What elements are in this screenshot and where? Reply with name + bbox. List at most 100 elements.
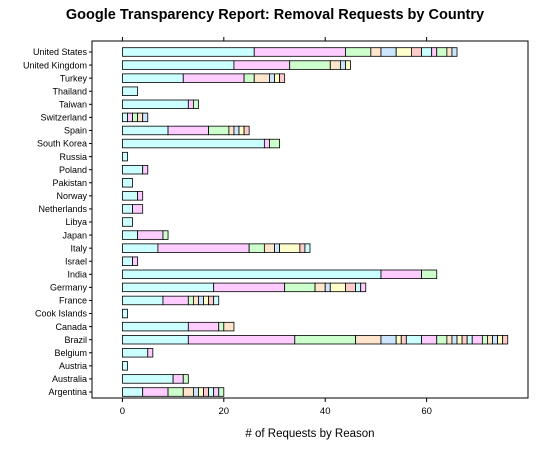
bar-segment-poland-2 — [142, 164, 149, 175]
bar-segment-united-states-9 — [431, 47, 438, 57]
bar-segment-cook-islands-1 — [122, 308, 128, 319]
bar-segment-canada-3 — [218, 321, 225, 332]
bar-united-kingdom — [122, 60, 351, 70]
bar-segment-turkey-2 — [182, 73, 245, 83]
bar-segment-belgium-2 — [147, 348, 154, 358]
chart-title: Google Transparency Report: Removal Requ… — [66, 7, 484, 23]
bar-libya — [122, 217, 133, 227]
category-label-taiwan: Taiwan — [59, 100, 87, 110]
bar-segment-germany-8 — [355, 282, 362, 293]
bar-australia — [122, 374, 189, 384]
category-label-cook-islands: Cook Islands — [35, 309, 88, 319]
bar-segment-spain-7 — [243, 125, 250, 136]
bar-italy — [122, 243, 311, 253]
bar-segment-spain-4 — [228, 125, 235, 136]
bar-segment-brazil-4 — [355, 334, 382, 345]
bar-segment-germany-1 — [122, 282, 215, 293]
bar-austria — [122, 361, 128, 371]
bars-layer — [122, 47, 509, 397]
bar-segment-united-states-2 — [253, 47, 346, 57]
category-label-germany: Germany — [50, 283, 88, 293]
category-label-pakistan: Pakistan — [52, 178, 87, 188]
category-label-turkey: Turkey — [60, 73, 88, 83]
bar-segment-united-kingdom-2 — [233, 60, 291, 70]
bar-segment-brazil-12 — [451, 334, 458, 345]
bar-segment-turkey-7 — [279, 73, 286, 83]
bar-segment-pakistan-1 — [122, 178, 133, 188]
bar-segment-australia-3 — [182, 374, 189, 384]
bar-segment-france-2 — [162, 295, 189, 306]
plot-frame — [91, 40, 529, 399]
bar-norway — [122, 191, 144, 201]
bar-segment-turkey-5 — [269, 73, 275, 83]
bar-segment-france-8 — [213, 295, 220, 306]
x-axis-label: # of Requests by Reason — [245, 428, 374, 440]
bar-south-korea — [122, 138, 280, 149]
bar-segment-germany-4 — [314, 282, 326, 293]
category-label-japan: Japan — [62, 230, 87, 240]
bar-segment-argentina-5 — [192, 387, 199, 397]
bar-segment-switzerland-4 — [137, 112, 144, 123]
bar-segment-italy-7 — [299, 243, 306, 253]
bar-segment-brazil-21 — [502, 334, 509, 345]
category-label-spain: Spain — [64, 126, 87, 136]
bar-segment-switzerland-3 — [132, 112, 139, 123]
category-label-canada: Canada — [55, 322, 87, 332]
bar-segment-brazil-15 — [466, 334, 473, 345]
bar-segment-italy-2 — [157, 243, 250, 253]
bar-segment-france-3 — [187, 295, 194, 306]
bar-taiwan — [122, 99, 199, 110]
bar-segment-brazil-8 — [405, 334, 422, 345]
bar-segment-united-kingdom-4 — [329, 60, 341, 70]
bar-segment-turkey-1 — [122, 73, 184, 83]
category-label-france: France — [59, 296, 87, 306]
bar-segment-germany-5 — [324, 282, 331, 293]
bar-segment-india-1 — [122, 269, 382, 280]
bar-segment-poland-1 — [122, 164, 144, 175]
bar-segment-brazil-18 — [487, 334, 493, 345]
bar-segment-germany-3 — [284, 282, 316, 293]
bar-spain — [122, 125, 250, 136]
bar-segment-switzerland-2 — [127, 112, 133, 123]
bar-segment-argentina-7 — [203, 387, 210, 397]
bar-segment-turkey-3 — [243, 73, 255, 83]
bar-segment-italy-8 — [304, 243, 311, 253]
bar-canada — [122, 321, 235, 332]
bar-segment-argentina-8 — [208, 387, 215, 397]
bar-segment-brazil-19 — [492, 334, 498, 345]
category-label-netherlands: Netherlands — [38, 204, 87, 214]
bar-segment-argentina-10 — [218, 387, 225, 397]
bar-israel — [122, 256, 139, 266]
bar-segment-norway-2 — [137, 191, 144, 201]
bar-segment-brazil-16 — [471, 334, 483, 345]
bar-segment-spain-6 — [238, 125, 245, 136]
x-tick-label-60: 60 — [421, 406, 432, 417]
category-label-brazil: Brazil — [64, 335, 87, 345]
bar-segment-united-states-5 — [380, 47, 397, 57]
bar-segment-argentina-6 — [198, 387, 204, 397]
bar-poland — [122, 164, 149, 175]
bar-segment-austria-1 — [122, 361, 128, 371]
bar-segment-united-states-1 — [122, 47, 255, 57]
bar-segment-brazil-17 — [481, 334, 488, 345]
bar-segment-germany-7 — [345, 282, 357, 293]
bar-segment-russia-1 — [122, 151, 128, 162]
x-tick-label-0: 0 — [120, 406, 125, 417]
bar-japan — [122, 230, 169, 240]
bar-france — [122, 295, 220, 306]
category-label-belgium: Belgium — [54, 348, 87, 358]
bar-segment-france-7 — [208, 295, 215, 306]
bar-turkey — [122, 73, 286, 83]
bar-segment-united-states-12 — [451, 47, 458, 57]
bar-segment-canada-4 — [223, 321, 235, 332]
bar-segment-united-states-7 — [410, 47, 422, 57]
bar-segment-argentina-2 — [142, 387, 169, 397]
bar-segment-canada-2 — [187, 321, 220, 332]
bar-segment-india-2 — [380, 269, 422, 280]
bar-pakistan — [122, 178, 133, 188]
bar-segment-argentina-3 — [167, 387, 184, 397]
bar-segment-germany-9 — [360, 282, 367, 293]
x-tick-label-40: 40 — [320, 406, 331, 417]
